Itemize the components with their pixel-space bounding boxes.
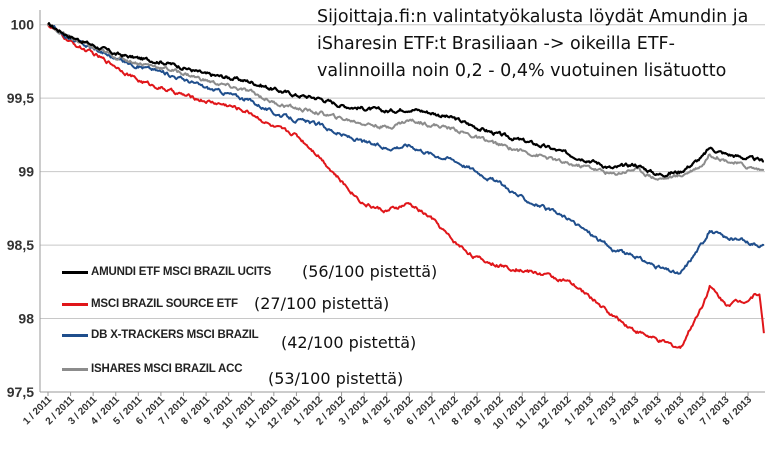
- series-line: [47, 22, 764, 178]
- legend-score: (27/100 pistettä): [254, 294, 390, 313]
- series-lines: [47, 22, 765, 349]
- series-line: [47, 23, 765, 181]
- legend-swatch: [62, 333, 88, 337]
- y-tick-labels: 97,5 98 98,5 99 99,5 100: [7, 17, 34, 400]
- y-tick-label: 98,5: [7, 237, 34, 253]
- y-tick-label: 99,5: [7, 90, 34, 106]
- chart-annotation: Sijoittaja.fi:n valintatyökalusta löydät…: [317, 7, 749, 81]
- series-line: [47, 23, 765, 275]
- y-tick-label: 100: [11, 17, 35, 33]
- legend-item: MSCI BRAZIL SOURCE ETF: [62, 292, 238, 316]
- y-tick-label: 97,5: [7, 384, 34, 400]
- y-tick-label: 99: [18, 164, 34, 180]
- legend-score: (56/100 pistettä): [302, 262, 438, 281]
- legend-item: ISHARES MSCI BRAZIL ACC: [62, 357, 242, 381]
- legend-swatch: [62, 367, 88, 371]
- legend-label: ISHARES MSCI BRAZIL ACC: [91, 363, 243, 375]
- legend-item: AMUNDI ETF MSCI BRAZIL UCITS: [62, 260, 271, 284]
- y-tick-label: 98: [18, 311, 34, 327]
- legend-label: MSCI BRAZIL SOURCE ETF: [91, 298, 238, 310]
- series-line: [47, 24, 765, 349]
- legend-label: AMUNDI ETF MSCI BRAZIL UCITS: [91, 266, 272, 278]
- legend-swatch: [62, 302, 88, 306]
- legend-score: (53/100 pistettä): [268, 369, 404, 388]
- legend-label: DB X-TRACKERS MSCI BRAZIL: [91, 329, 259, 341]
- legend-item: DB X-TRACKERS MSCI BRAZIL: [62, 323, 259, 347]
- legend-swatch: [62, 270, 88, 274]
- legend-score: (42/100 pistettä): [281, 333, 417, 352]
